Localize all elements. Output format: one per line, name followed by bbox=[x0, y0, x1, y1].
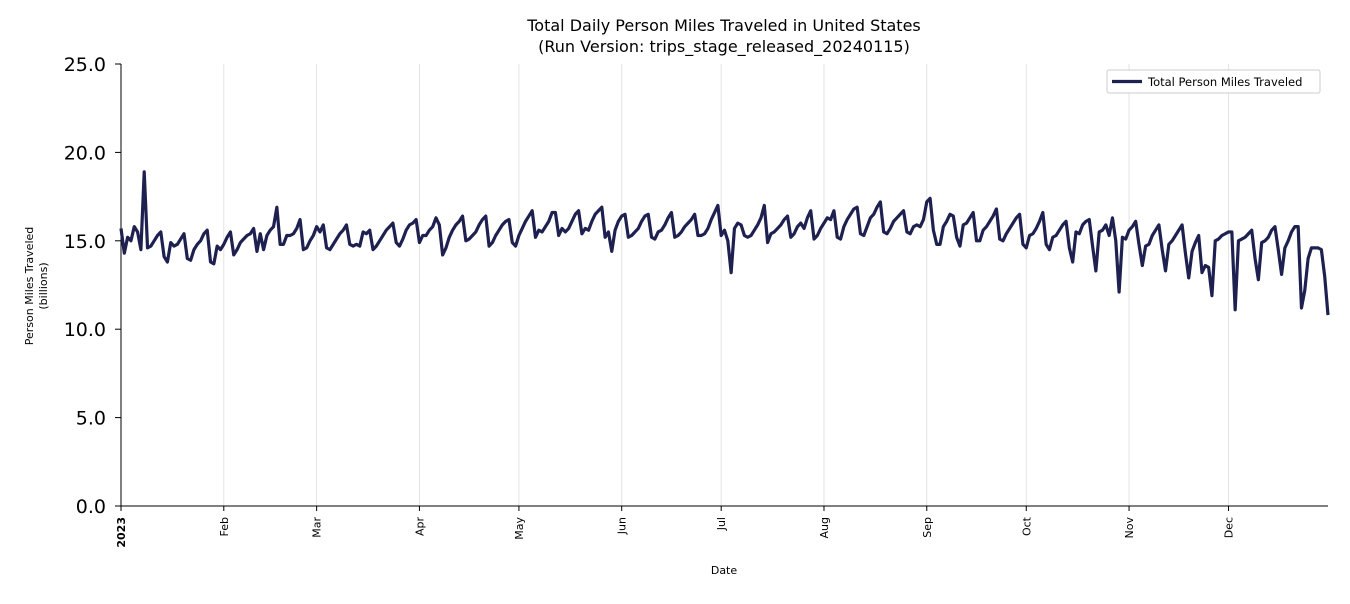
y-axis: 0.0 5.0 10.0 15.0 20.0 25.0 bbox=[64, 54, 121, 518]
x-tick-label: May bbox=[513, 517, 526, 540]
y-tick-label: 5.0 bbox=[76, 408, 106, 430]
y-axis-unit: (billions) bbox=[37, 262, 50, 309]
y-tick-label: 20.0 bbox=[64, 142, 106, 164]
x-tick-label: Oct bbox=[1020, 516, 1033, 536]
y-axis-title: Person Miles Traveled bbox=[23, 227, 36, 346]
x-tick-label: Mar bbox=[311, 517, 324, 538]
x-tick-label: Aug bbox=[818, 517, 831, 538]
x-tick-label: Sep bbox=[921, 517, 934, 538]
legend-box bbox=[1106, 69, 1321, 94]
x-tick-label: 2023 bbox=[115, 517, 128, 548]
x-axis-label: Date bbox=[711, 564, 738, 577]
x-axis: 2023 Feb Mar Apr May Jun Jul Aug Sep Oct Nov Dec bbox=[115, 506, 1236, 548]
x-tick-label: Nov bbox=[1123, 517, 1136, 539]
gridlines bbox=[223, 64, 1230, 506]
x-tick-label: Apr bbox=[413, 517, 426, 537]
legend: Total Person Miles Traveled bbox=[1106, 69, 1321, 94]
series-line-total-person-miles bbox=[119, 170, 1330, 316]
y-tick-label: 15.0 bbox=[64, 231, 106, 253]
chart-subtitle: (Run Version: trips_stage_released_20240… bbox=[538, 37, 910, 57]
legend-label: Total Person Miles Traveled bbox=[1147, 75, 1302, 89]
x-tick-label: Feb bbox=[218, 517, 231, 536]
y-axis-label: Person Miles Traveled (billions) bbox=[23, 227, 50, 346]
y-tick-label: 10.0 bbox=[64, 319, 106, 341]
x-tick-label: Jun bbox=[616, 517, 629, 535]
y-tick-label: 25.0 bbox=[64, 54, 106, 76]
x-tick-label: Jul bbox=[715, 517, 728, 531]
y-tick-label: 0.0 bbox=[76, 496, 106, 518]
chart-title: Total Daily Person Miles Traveled in Uni… bbox=[526, 16, 921, 35]
x-tick-label: Dec bbox=[1223, 517, 1236, 538]
